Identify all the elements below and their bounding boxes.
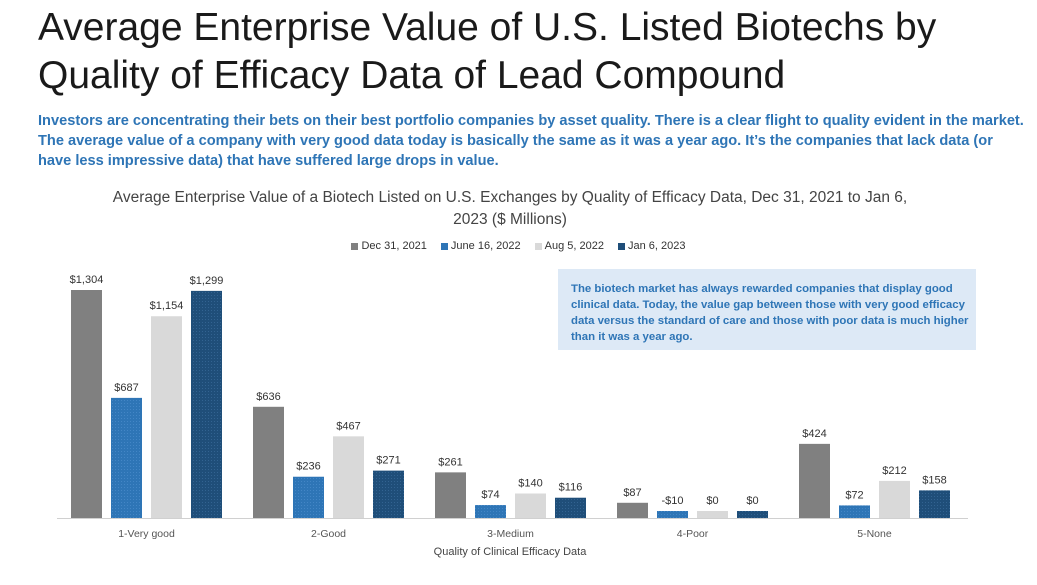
bar bbox=[839, 505, 870, 518]
bar bbox=[111, 397, 142, 518]
category-label: 5-None bbox=[857, 528, 892, 540]
bar bbox=[333, 436, 364, 518]
data-label: $0 bbox=[706, 495, 718, 507]
bar bbox=[475, 505, 506, 518]
bar bbox=[373, 470, 404, 518]
data-label: $1,299 bbox=[190, 275, 224, 287]
bar bbox=[919, 490, 950, 518]
legend-label: Jan 6, 2023 bbox=[628, 240, 686, 252]
legend-swatch bbox=[618, 242, 625, 250]
page-subtitle: Investors are concentrating their bets o… bbox=[38, 113, 1024, 169]
bar bbox=[191, 290, 222, 518]
data-label: $236 bbox=[296, 461, 320, 473]
bar bbox=[799, 443, 830, 518]
data-label: $87 bbox=[623, 487, 641, 499]
data-label: $424 bbox=[802, 428, 826, 440]
bar bbox=[293, 476, 324, 518]
data-label: $261 bbox=[438, 456, 462, 468]
bar bbox=[71, 290, 102, 518]
chart-title: Average Enterprise Value of a Biotech Li… bbox=[112, 189, 908, 228]
bar bbox=[253, 406, 284, 518]
data-label: $467 bbox=[336, 420, 360, 432]
data-label: $212 bbox=[882, 465, 906, 477]
legend-item: Dec 31, 2021 bbox=[351, 240, 427, 252]
bar bbox=[555, 497, 586, 518]
page-title: Average Enterprise Value of U.S. Listed … bbox=[38, 6, 937, 97]
bar bbox=[697, 511, 728, 518]
x-axis-title: Quality of Clinical Efficacy Data bbox=[433, 546, 587, 558]
data-label: $116 bbox=[559, 482, 583, 494]
bar bbox=[879, 480, 910, 518]
category-label: 4-Poor bbox=[677, 528, 709, 540]
legend-label: Dec 31, 2021 bbox=[361, 240, 427, 252]
data-label: -$10 bbox=[661, 495, 683, 507]
bar bbox=[515, 493, 546, 518]
data-label: $158 bbox=[922, 474, 946, 486]
bar bbox=[657, 511, 688, 518]
bar bbox=[435, 472, 466, 518]
bar bbox=[737, 511, 768, 518]
legend-label: June 16, 2022 bbox=[450, 240, 521, 252]
bar bbox=[617, 502, 648, 518]
legend-swatch bbox=[440, 242, 448, 250]
data-label: $636 bbox=[256, 391, 280, 403]
data-label: $0 bbox=[746, 495, 758, 507]
data-label: $72 bbox=[845, 489, 863, 501]
data-label: $271 bbox=[376, 455, 400, 467]
callout-box: The biotech market has always rewarded c… bbox=[558, 269, 976, 350]
legend-swatch bbox=[351, 242, 359, 250]
data-label: $1,154 bbox=[150, 300, 184, 312]
legend-item: June 16, 2022 bbox=[440, 240, 521, 252]
legend-label: Aug 5, 2022 bbox=[544, 240, 604, 252]
chart-legend: Dec 31, 2021 June 16, 2022 Aug 5, 2022 J… bbox=[0, 240, 1037, 252]
data-label: $687 bbox=[114, 382, 138, 394]
legend-item: Aug 5, 2022 bbox=[534, 240, 604, 252]
data-label: $140 bbox=[518, 478, 542, 490]
category-label: 2-Good bbox=[311, 528, 346, 540]
data-label: $74 bbox=[481, 489, 499, 501]
category-label: 1-Very good bbox=[118, 528, 175, 540]
legend-swatch bbox=[534, 242, 542, 250]
bar bbox=[151, 316, 182, 518]
data-label: $1,304 bbox=[70, 274, 104, 286]
category-label: 3-Medium bbox=[487, 528, 534, 540]
legend-item: Jan 6, 2023 bbox=[618, 240, 686, 252]
